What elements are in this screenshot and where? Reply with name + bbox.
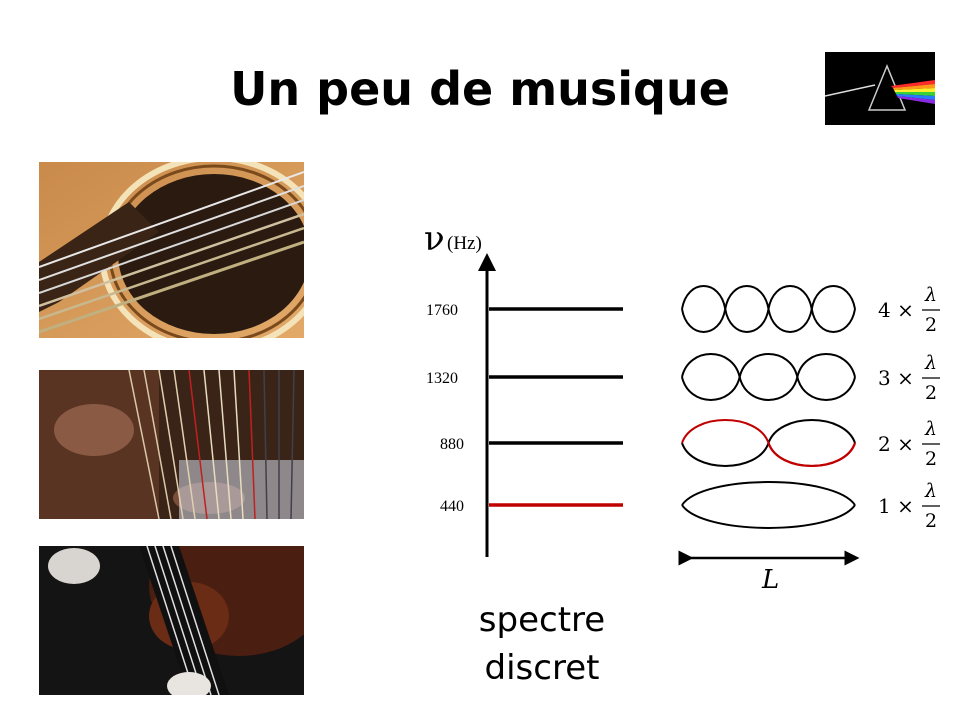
slide-title: Un peu de musique [230, 62, 730, 116]
formula-denominator-2: 2 [925, 448, 937, 470]
harp-photo [39, 370, 304, 519]
formula-denominator-1: 2 [925, 510, 937, 532]
mode-1-curve-a [681, 481, 856, 506]
formula-numerator-3: λ [924, 352, 937, 374]
formula-prefix-1: 1 × [878, 494, 914, 518]
caption-line-1: spectre [478, 600, 606, 640]
mode-3-curve-b [681, 353, 856, 401]
mode-3-curve-a [681, 353, 856, 401]
formula-numerator-2: λ [924, 418, 937, 440]
frequency-label-440: 440 [440, 498, 464, 515]
caption-line-2: discret [484, 648, 600, 688]
prism-album-icon [824, 52, 935, 125]
mode-4-curve-b [681, 285, 856, 333]
violin-photo [39, 546, 304, 695]
frequency-label-1320: 1320 [426, 370, 458, 387]
frequency-label-1760: 1760 [426, 302, 458, 319]
formula-prefix-3: 3 × [878, 366, 914, 390]
formula-prefix-2: 2 × [878, 432, 914, 456]
guitar-photo [39, 162, 304, 338]
axis-symbol: ν [424, 219, 445, 259]
spectrum-caption: spectre discret [462, 596, 622, 692]
mode-1-curve-b [681, 504, 856, 529]
length-label: L [761, 565, 779, 595]
formula-denominator-4: 2 [925, 314, 937, 336]
mode-2-curve-a [681, 419, 856, 467]
mode-2-curve-b [681, 419, 856, 467]
mode-4-curve-a [681, 285, 856, 333]
axis-unit: (Hz) [447, 233, 482, 254]
formula-denominator-3: 2 [925, 382, 937, 404]
mode-2-red-lobe [767, 442, 857, 468]
formula-prefix-4: 4 × [878, 298, 914, 322]
frequency-label-880: 880 [440, 436, 464, 453]
formula-numerator-4: λ [924, 284, 937, 306]
formula-numerator-1: λ [924, 480, 937, 502]
